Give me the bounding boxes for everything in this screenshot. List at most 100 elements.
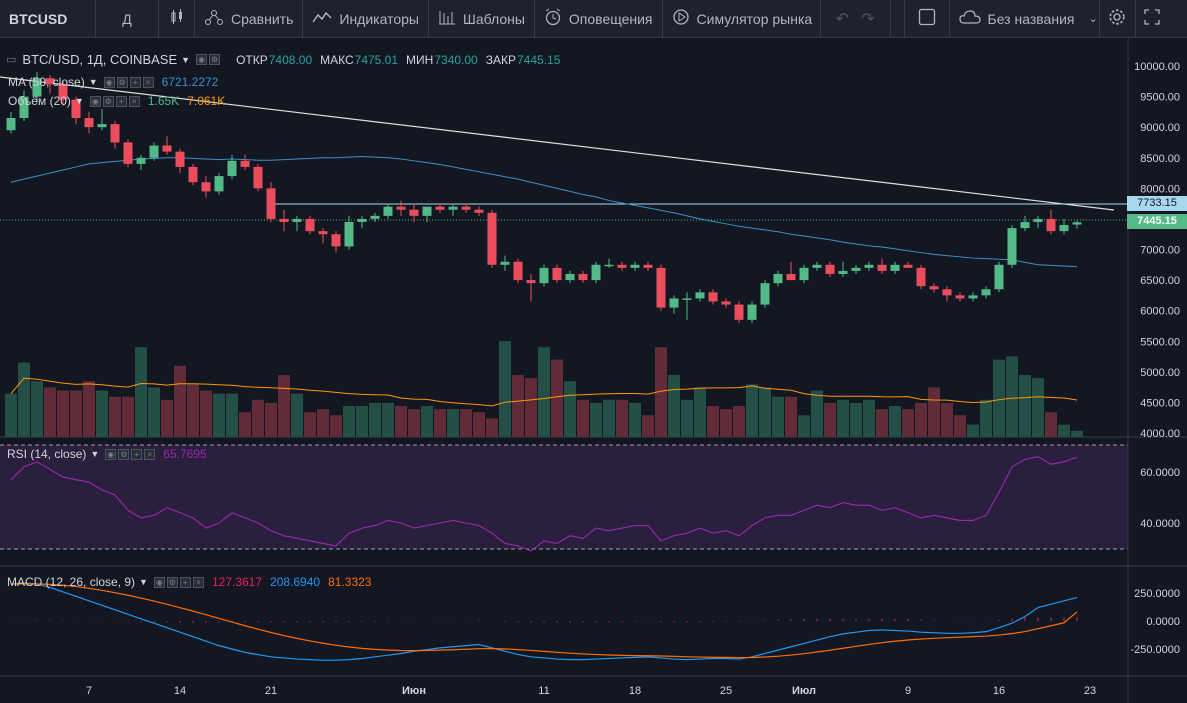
gear-icon[interactable]: ⚙ (102, 95, 114, 107)
templates-button[interactable]: Шаблоны (429, 0, 535, 38)
gear-icon[interactable]: ⚙ (166, 576, 178, 588)
candle-body (929, 286, 939, 290)
square-icon (918, 8, 936, 29)
volume-bar (772, 396, 784, 437)
low-value: 7340.00 (434, 52, 478, 67)
rsi-legend: RSI (14, close) ▼ ◉ ⚙ + × 65.7695 (7, 447, 207, 461)
volume-bar (200, 390, 212, 437)
volume-bar (759, 387, 771, 437)
volume-bar (655, 347, 667, 437)
eye-icon[interactable]: ◉ (105, 448, 117, 460)
layout-name-button[interactable]: Без названия ⌄ (950, 0, 1100, 38)
chart-style-button[interactable] (159, 0, 195, 38)
chevron-down-icon[interactable]: ▼ (90, 449, 100, 459)
gear-icon[interactable]: ⚙ (118, 448, 130, 460)
candle-body (552, 267, 562, 281)
rsi-value: 65.7695 (163, 447, 207, 461)
rsi-title[interactable]: RSI (14, close) (7, 447, 87, 461)
chart-canvas[interactable]: 10000.00 9500.00 9000.00 8500.00 8000.00 7 500… (0, 39, 1187, 703)
rsi-line (10, 456, 1078, 552)
volume-bar (122, 396, 134, 437)
undo-icon[interactable]: ↶ (835, 10, 849, 28)
volume-bar (525, 378, 537, 437)
candle-body (1020, 221, 1030, 229)
candle-body (188, 166, 198, 183)
candle-body (162, 145, 172, 152)
open-value: 7408.00 (268, 52, 313, 67)
candle-body (45, 78, 55, 85)
candle-body (357, 218, 367, 222)
symbol-search-button[interactable]: BTCUSD (0, 0, 96, 38)
volume-bar (850, 402, 862, 437)
settings-button[interactable] (1100, 0, 1136, 38)
chevron-down-icon[interactable]: ▼ (74, 96, 84, 106)
trend-line[interactable] (0, 76, 1115, 211)
volume-bar (668, 375, 680, 437)
candle-body (1033, 218, 1043, 222)
volume-title[interactable]: Объём (20) (8, 94, 71, 108)
plus-icon[interactable]: + (129, 76, 141, 88)
replay-button[interactable]: Симулятор рынка (663, 0, 821, 38)
eye-icon[interactable]: ◉ (103, 76, 115, 88)
compare-button[interactable]: Сравнить (195, 0, 304, 38)
candle-body (643, 264, 653, 268)
candle-body (149, 145, 159, 158)
time-axis-label: 9 (905, 685, 911, 697)
volume-bar (707, 406, 719, 437)
chevron-down-icon[interactable]: ▼ (181, 54, 191, 65)
candle-body (58, 84, 68, 100)
volume-bar (694, 387, 706, 437)
indicators-button[interactable]: Индикаторы (303, 0, 429, 38)
chevron-down-icon[interactable]: ▼ (88, 77, 98, 87)
hline-price-label: 7733.15 (1127, 196, 1187, 211)
volume-bar (213, 393, 225, 437)
symbol-title[interactable]: BTC/USD, 1Д, COINBASE (22, 52, 178, 67)
macd-title[interactable]: MACD (12, 26, close, 9) (7, 575, 136, 589)
volume-bar (109, 396, 121, 437)
maximize-button[interactable] (1136, 0, 1169, 38)
candle-body (214, 176, 224, 192)
volume-bar (304, 412, 316, 437)
close-icon[interactable]: × (142, 76, 154, 88)
volume-bar (876, 409, 888, 437)
templates-icon (438, 9, 456, 29)
eye-icon[interactable]: ◉ (153, 576, 165, 588)
candle-body (383, 206, 393, 216)
volume-bar (538, 347, 550, 437)
chevron-down-icon[interactable]: ▼ (139, 577, 148, 587)
plus-icon[interactable]: + (131, 448, 143, 460)
close-icon[interactable]: × (128, 95, 140, 107)
volume-buttons: ◉ ⚙ + × (89, 95, 142, 107)
volume-bar (18, 362, 30, 437)
alerts-button[interactable]: Оповещения (535, 0, 663, 38)
volume-bar (512, 375, 524, 437)
plus-icon[interactable]: + (179, 576, 191, 588)
gear-icon[interactable]: ⚙ (209, 54, 221, 65)
redo-icon[interactable]: ↷ (861, 10, 875, 28)
candle-body (461, 206, 471, 210)
candle-body (773, 273, 783, 284)
volume-bar (720, 409, 732, 437)
price-axis-label: 10000.00 (1134, 61, 1180, 73)
volume-bar (96, 390, 108, 437)
ma-title[interactable]: MA (50, close) (8, 75, 85, 89)
volume-bar (5, 393, 17, 437)
plus-icon[interactable]: + (115, 95, 127, 107)
collapse-icon[interactable]: ▭ (6, 54, 17, 66)
macd-hist-value: 127.3617 (211, 575, 263, 589)
candle-body (825, 264, 835, 274)
gear-icon[interactable]: ⚙ (116, 76, 128, 88)
interval-button[interactable]: Д (96, 0, 159, 38)
eye-icon[interactable]: ◉ (196, 54, 208, 65)
eye-icon[interactable]: ◉ (89, 95, 101, 107)
candle-body (760, 283, 770, 305)
fullscreen-toggle-button[interactable] (903, 0, 950, 38)
candle-body (617, 264, 627, 268)
chart-area[interactable]: 10000.00 9500.00 9000.00 8500.00 8000.00 7 500… (0, 39, 1187, 703)
candle-body (747, 304, 757, 320)
volume-bar (226, 393, 238, 437)
close-icon[interactable]: × (192, 576, 204, 588)
candle-body (1072, 222, 1082, 225)
candle-body (422, 206, 432, 216)
close-icon[interactable]: × (144, 448, 156, 460)
